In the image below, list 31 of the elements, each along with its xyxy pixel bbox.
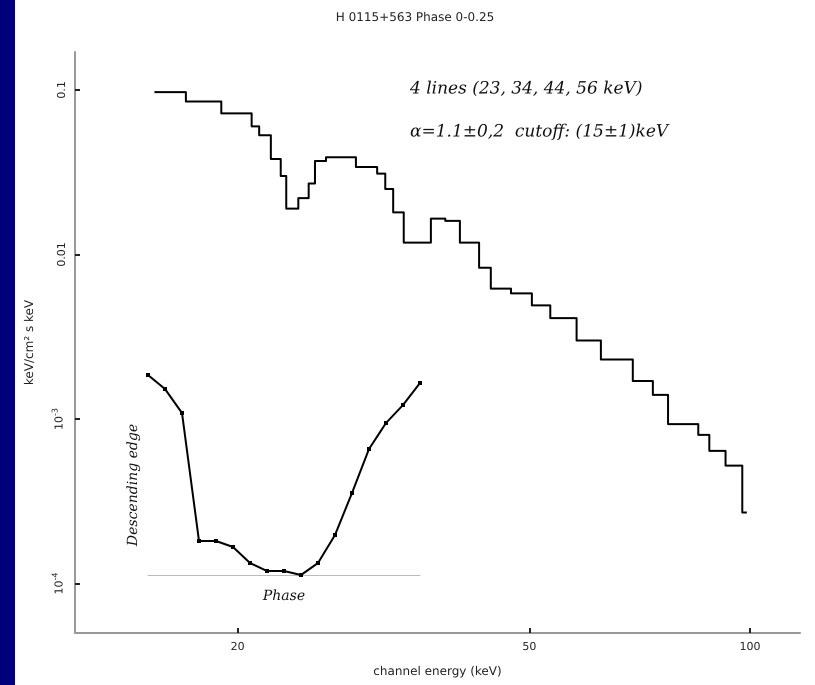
point [401,403,405,407]
point [418,381,422,385]
point [197,539,201,543]
point [282,569,286,573]
point [299,573,303,577]
point [316,561,320,565]
annotation: α=1.1±0,2 cutoff: (15±1)keV [410,122,670,142]
x-axis-title: Phase [262,588,306,604]
x-tick-label: 50 [522,640,536,653]
point [350,491,354,495]
point [214,539,218,543]
point [333,533,337,537]
point [231,545,235,549]
chart-title: H 0115+563 Phase 0-0.25 [336,10,494,24]
point [180,411,184,415]
point [384,421,388,425]
point [248,561,252,565]
y-tick-label: 0.1 [55,81,68,99]
point [163,387,167,391]
x-tick-label: 100 [740,640,761,653]
point [367,447,371,451]
annotation: 4 lines (23, 34, 44, 56 keV) [409,78,642,98]
y-tick-label: 10-4 [50,572,66,594]
x-axis-title: channel energy (keV) [373,664,502,678]
x-tick-label: 20 [230,640,245,653]
y-tick-label: 10-3 [50,408,66,430]
y-axis-title: keV/cm² s keV [22,299,36,386]
y-tick-label: 0.01 [55,242,68,267]
y-axis-title: Descending edge [125,424,141,548]
point [265,569,269,573]
point [146,373,150,377]
